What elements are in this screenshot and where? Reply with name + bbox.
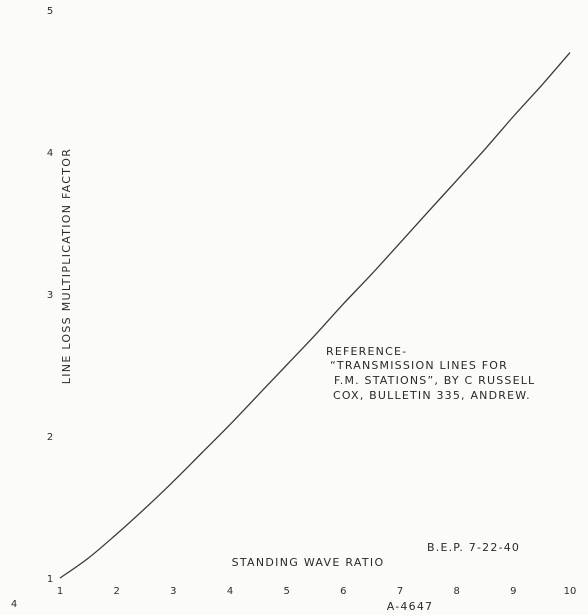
x-tick-label-4: 4 [227,586,233,597]
x-axis-label: STANDING WAVE RATIO [232,556,385,569]
initials-date: B.E.P. 7-22-40 [427,541,520,554]
series-line [60,53,570,578]
reference-line-1: REFERENCE- [326,345,407,358]
reference-line-2: “TRANSMISSION LINES FOR [330,359,508,372]
reference-line-4: COX, BULLETIN 335, ANDREW. [333,389,531,402]
y-tick-label-1: 1 [47,574,53,585]
x-tick-label-8: 8 [453,586,459,597]
x-tick-label-10: 10 [564,586,577,597]
x-tick-labels: 1 2 3 4 5 6 7 8 9 10 [57,586,577,597]
x-tick-label-9: 9 [510,586,516,597]
y-tick-labels: 1 2 3 4 5 [47,6,53,585]
x-tick-label-5: 5 [283,586,289,597]
reference-line-3: F.M. STATIONS”, BY C RUSSELL [334,374,535,387]
extra-tick-label: 4 [11,599,17,610]
data-points [59,51,572,579]
y-tick-label-3: 3 [47,290,53,301]
x-tick-label-3: 3 [170,586,176,597]
figure-number: A-4647 [387,600,433,613]
x-tick-label-1: 1 [57,586,63,597]
x-tick-label-7: 7 [397,586,403,597]
x-tick-label-6: 6 [340,586,346,597]
y-tick-label-5: 5 [47,6,53,17]
reference-note: REFERENCE- “TRANSMISSION LINES FOR F.M. … [326,345,535,402]
y-axis-label: LINE LOSS MULTIPLICATION FACTOR [60,148,73,384]
x-tick-label-2: 2 [113,586,119,597]
y-tick-label-4: 4 [47,148,53,159]
y-tick-label-2: 2 [47,432,53,443]
